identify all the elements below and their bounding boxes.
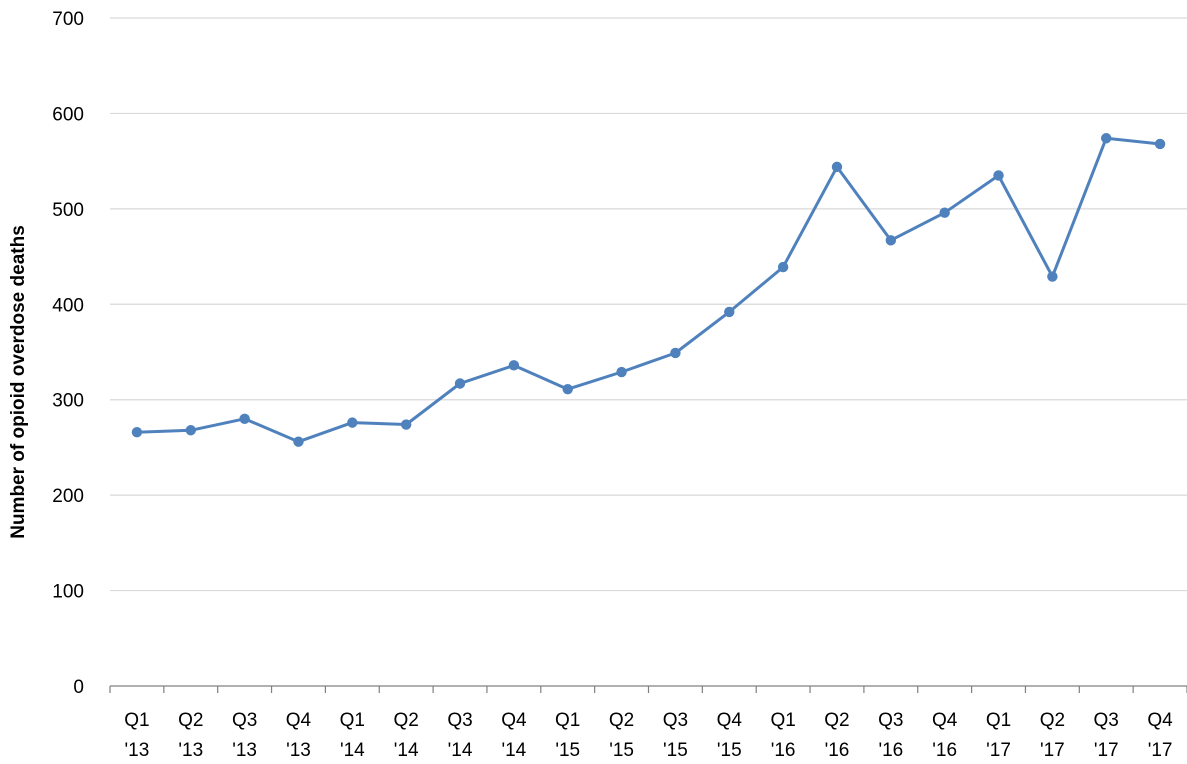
x-tick-label: Q2'13 — [178, 710, 203, 761]
x-tick-label: Q1'14 — [340, 710, 365, 761]
y-tick-label: 100 — [52, 582, 84, 603]
x-tick-label: Q3'13 — [232, 710, 257, 761]
y-axis-label: Number of opioid overdose deaths — [8, 225, 29, 539]
data-point — [993, 170, 1004, 181]
x-tick-label: Q3'16 — [878, 710, 903, 761]
y-tick-label: 200 — [52, 486, 84, 507]
x-tick-label: Q1'13 — [124, 710, 149, 761]
data-point — [831, 161, 843, 173]
x-tick-label: Q1'15 — [555, 710, 580, 761]
gridlines — [110, 17, 1187, 592]
x-tick-label: Q4'15 — [717, 710, 743, 761]
x-tick-label: Q1'16 — [770, 710, 795, 761]
x-tick-label: Q3'14 — [447, 710, 472, 761]
x-tick-label: Q2'16 — [824, 710, 849, 761]
x-tick-label: Q4'14 — [501, 710, 527, 761]
data-point — [400, 419, 412, 430]
x-tick-label: Q4'13 — [286, 710, 312, 761]
series — [131, 133, 1166, 447]
x-tick-label: Q3'17 — [1094, 710, 1119, 761]
data-point — [131, 426, 143, 438]
y-tick-label: 300 — [52, 391, 84, 412]
data-point — [777, 261, 789, 273]
data-point — [239, 413, 250, 424]
x-tick-label: Q1'17 — [986, 710, 1011, 761]
y-tick-label: 500 — [52, 200, 84, 221]
y-tick-label: 700 — [52, 9, 84, 30]
y-tick-label: 600 — [52, 104, 84, 125]
x-tick-label: Q4'16 — [932, 710, 958, 761]
data-point — [616, 366, 627, 378]
y-tick-label: 0 — [73, 677, 84, 698]
data-point — [347, 417, 358, 428]
x-tick-label: Q2'14 — [393, 710, 418, 761]
data-point — [939, 207, 950, 218]
data-point — [670, 347, 681, 359]
tick-labels: 0 100 200 300 400 500 600 700 Q1'13 Q2'13 Q3'13 Q4 '… — [52, 9, 1173, 761]
data-point — [1047, 271, 1058, 282]
data-point — [293, 436, 304, 447]
data-point — [1101, 133, 1112, 144]
data-point — [508, 360, 520, 371]
data-point — [562, 384, 573, 395]
x-tick-label: Q2'15 — [609, 710, 634, 761]
axes — [109, 685, 1187, 693]
data-point — [885, 235, 897, 246]
data-point — [1154, 138, 1166, 150]
data-point — [724, 306, 735, 318]
y-tick-label: 400 — [52, 295, 84, 316]
data-point — [185, 425, 196, 436]
x-tick-label: Q3'15 — [663, 710, 688, 761]
x-tick-label: Q4'17 — [1147, 710, 1173, 761]
x-tick-label: Q2'17 — [1040, 710, 1065, 761]
series-line — [136, 136, 1161, 444]
data-point — [454, 378, 466, 389]
